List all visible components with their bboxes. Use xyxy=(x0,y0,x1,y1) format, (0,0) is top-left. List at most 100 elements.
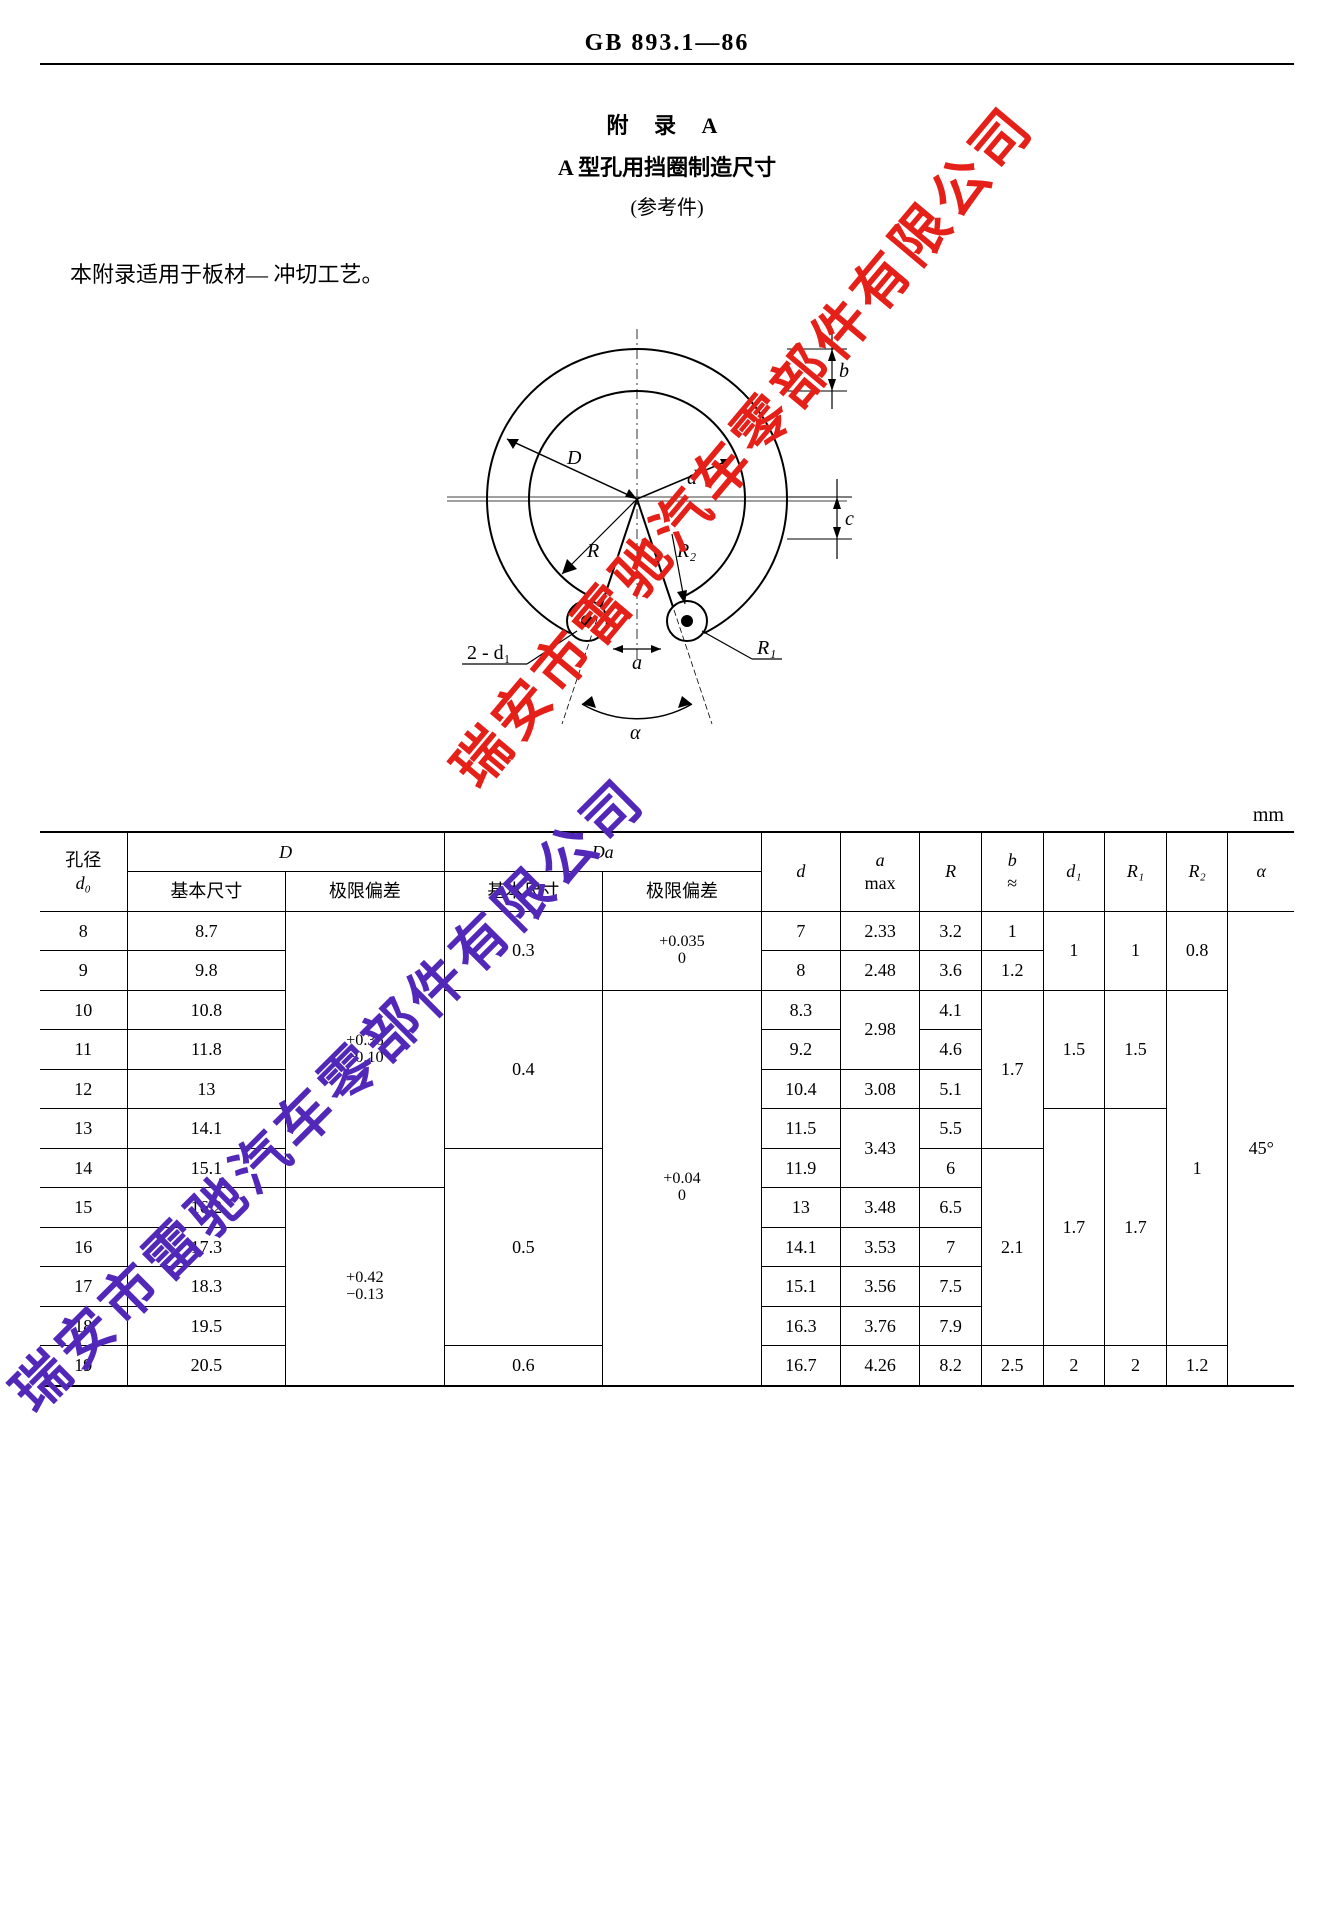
cell-d: 16.7 xyxy=(761,1346,840,1386)
label-a-dim: a xyxy=(632,652,642,674)
cell-d1: 1.5 xyxy=(1043,990,1105,1109)
cell-Da-basic: 0.6 xyxy=(444,1346,603,1386)
label-d-small: d xyxy=(687,467,698,489)
cell-R: 5.5 xyxy=(920,1109,982,1149)
cell-d0: 8 xyxy=(40,911,127,951)
cell-D: 16.2 xyxy=(127,1188,286,1228)
label-b: b xyxy=(839,360,849,382)
cell-R2: 1.2 xyxy=(1166,1346,1228,1386)
cell-R: 4.1 xyxy=(920,990,982,1030)
header-rule xyxy=(40,63,1294,65)
label-R2: R₂ xyxy=(676,540,696,562)
cell-D: 14.1 xyxy=(127,1109,286,1149)
cell-D: 18.3 xyxy=(127,1267,286,1307)
col-Da-tol: 极限偏差 xyxy=(603,872,762,912)
cell-R1: 1.7 xyxy=(1105,1109,1167,1346)
cell-a: 3.53 xyxy=(840,1227,919,1267)
cell-d0: 13 xyxy=(40,1109,127,1149)
label-2d1: 2 - d₁ xyxy=(467,642,511,664)
col-b: b≈ xyxy=(981,832,1043,912)
cell-a: 3.76 xyxy=(840,1306,919,1346)
cell-D: 20.5 xyxy=(127,1346,286,1386)
cell-Da-tol: +0.0350 xyxy=(603,911,762,990)
col-D-tol: 极限偏差 xyxy=(286,872,445,912)
cell-d: 13 xyxy=(761,1188,840,1228)
col-Da-basic: 基本尺寸 xyxy=(444,872,603,912)
cell-R: 7 xyxy=(920,1227,982,1267)
cell-b: 1.7 xyxy=(981,990,1043,1148)
cell-Da-basic: 0.3 xyxy=(444,911,603,990)
cell-b: 2.1 xyxy=(981,1148,1043,1346)
cell-a: 3.08 xyxy=(840,1069,919,1109)
cell-D: 11.8 xyxy=(127,1030,286,1070)
cell-R1: 1.5 xyxy=(1105,990,1167,1109)
cell-a: 2.48 xyxy=(840,951,919,991)
intro-text: 本附录适用于板材— 冲切工艺。 xyxy=(70,257,1294,289)
cell-b: 1.2 xyxy=(981,951,1043,991)
cell-a: 3.43 xyxy=(840,1109,919,1188)
cell-d0: 11 xyxy=(40,1030,127,1070)
appendix-line-2: A 型孔用挡圈制造尺寸 xyxy=(40,147,1294,189)
cell-d: 8 xyxy=(761,951,840,991)
unit-label: mm xyxy=(40,804,1284,827)
cell-d: 16.3 xyxy=(761,1306,840,1346)
col-Da: Da xyxy=(444,832,761,872)
label-R: R xyxy=(586,540,599,562)
label-R1: R₁ xyxy=(756,637,776,659)
cell-d: 10.4 xyxy=(761,1069,840,1109)
cell-R1: 1 xyxy=(1105,911,1167,990)
col-D: D xyxy=(127,832,444,872)
dimension-table: 孔径 d₀ D Da d amax R b≈ d₁ R₁ R₂ α 基本尺寸 极… xyxy=(40,831,1294,1387)
cell-d: 7 xyxy=(761,911,840,951)
cell-D: 15.1 xyxy=(127,1148,286,1188)
cell-d0: 16 xyxy=(40,1227,127,1267)
cell-a: 3.56 xyxy=(840,1267,919,1307)
cell-a: 4.26 xyxy=(840,1346,919,1386)
cell-R: 7.9 xyxy=(920,1306,982,1346)
ring-diagram: b c D d R R₂ R₁ 2 - d₁ a α xyxy=(40,309,1294,774)
cell-d0: 14 xyxy=(40,1148,127,1188)
cell-Da-basic: 0.4 xyxy=(444,990,603,1148)
col-d1: d₁ xyxy=(1043,832,1105,912)
cell-d: 11.5 xyxy=(761,1109,840,1149)
cell-Da-tol: +0.040 xyxy=(603,990,762,1386)
cell-d0: 10 xyxy=(40,990,127,1030)
cell-d: 8.3 xyxy=(761,990,840,1030)
cell-R: 3.6 xyxy=(920,951,982,991)
cell-R2: 0.8 xyxy=(1166,911,1228,990)
cell-d0: 12 xyxy=(40,1069,127,1109)
cell-a: 3.48 xyxy=(840,1188,919,1228)
cell-d1: 1.7 xyxy=(1043,1109,1105,1346)
col-d: d xyxy=(761,832,840,912)
cell-D-tol: +0.36−0.10 xyxy=(286,911,445,1188)
cell-R: 8.2 xyxy=(920,1346,982,1386)
cell-D: 17.3 xyxy=(127,1227,286,1267)
ring-svg: b c D d R R₂ R₁ 2 - d₁ a α xyxy=(387,309,947,769)
col-R1: R₁ xyxy=(1105,832,1167,912)
cell-R1: 2 xyxy=(1105,1346,1167,1386)
col-d0: 孔径 d₀ xyxy=(40,832,127,912)
col-R: R xyxy=(920,832,982,912)
appendix-line-3: (参考件) xyxy=(40,189,1294,227)
appendix-heading: 附 录 A A 型孔用挡圈制造尺寸 (参考件) xyxy=(40,105,1294,227)
cell-D-tol: +0.42−0.13 xyxy=(286,1188,445,1386)
cell-a: 2.98 xyxy=(840,990,919,1069)
cell-a: 2.33 xyxy=(840,911,919,951)
cell-R: 7.5 xyxy=(920,1267,982,1307)
cell-R: 4.6 xyxy=(920,1030,982,1070)
appendix-line-1: 附 录 A xyxy=(40,105,1294,147)
standard-code: GB 893.1—86 xyxy=(40,30,1294,57)
col-a: amax xyxy=(840,832,919,912)
cell-D: 13 xyxy=(127,1069,286,1109)
label-c: c xyxy=(845,508,854,530)
cell-R2: 1 xyxy=(1166,990,1228,1346)
cell-d0: 15 xyxy=(40,1188,127,1228)
cell-R: 3.2 xyxy=(920,911,982,951)
cell-D: 10.8 xyxy=(127,990,286,1030)
cell-d: 15.1 xyxy=(761,1267,840,1307)
cell-d0: 19 xyxy=(40,1346,127,1386)
col-D-basic: 基本尺寸 xyxy=(127,872,286,912)
cell-d1: 2 xyxy=(1043,1346,1105,1386)
cell-b: 2.5 xyxy=(981,1346,1043,1386)
cell-R: 5.1 xyxy=(920,1069,982,1109)
